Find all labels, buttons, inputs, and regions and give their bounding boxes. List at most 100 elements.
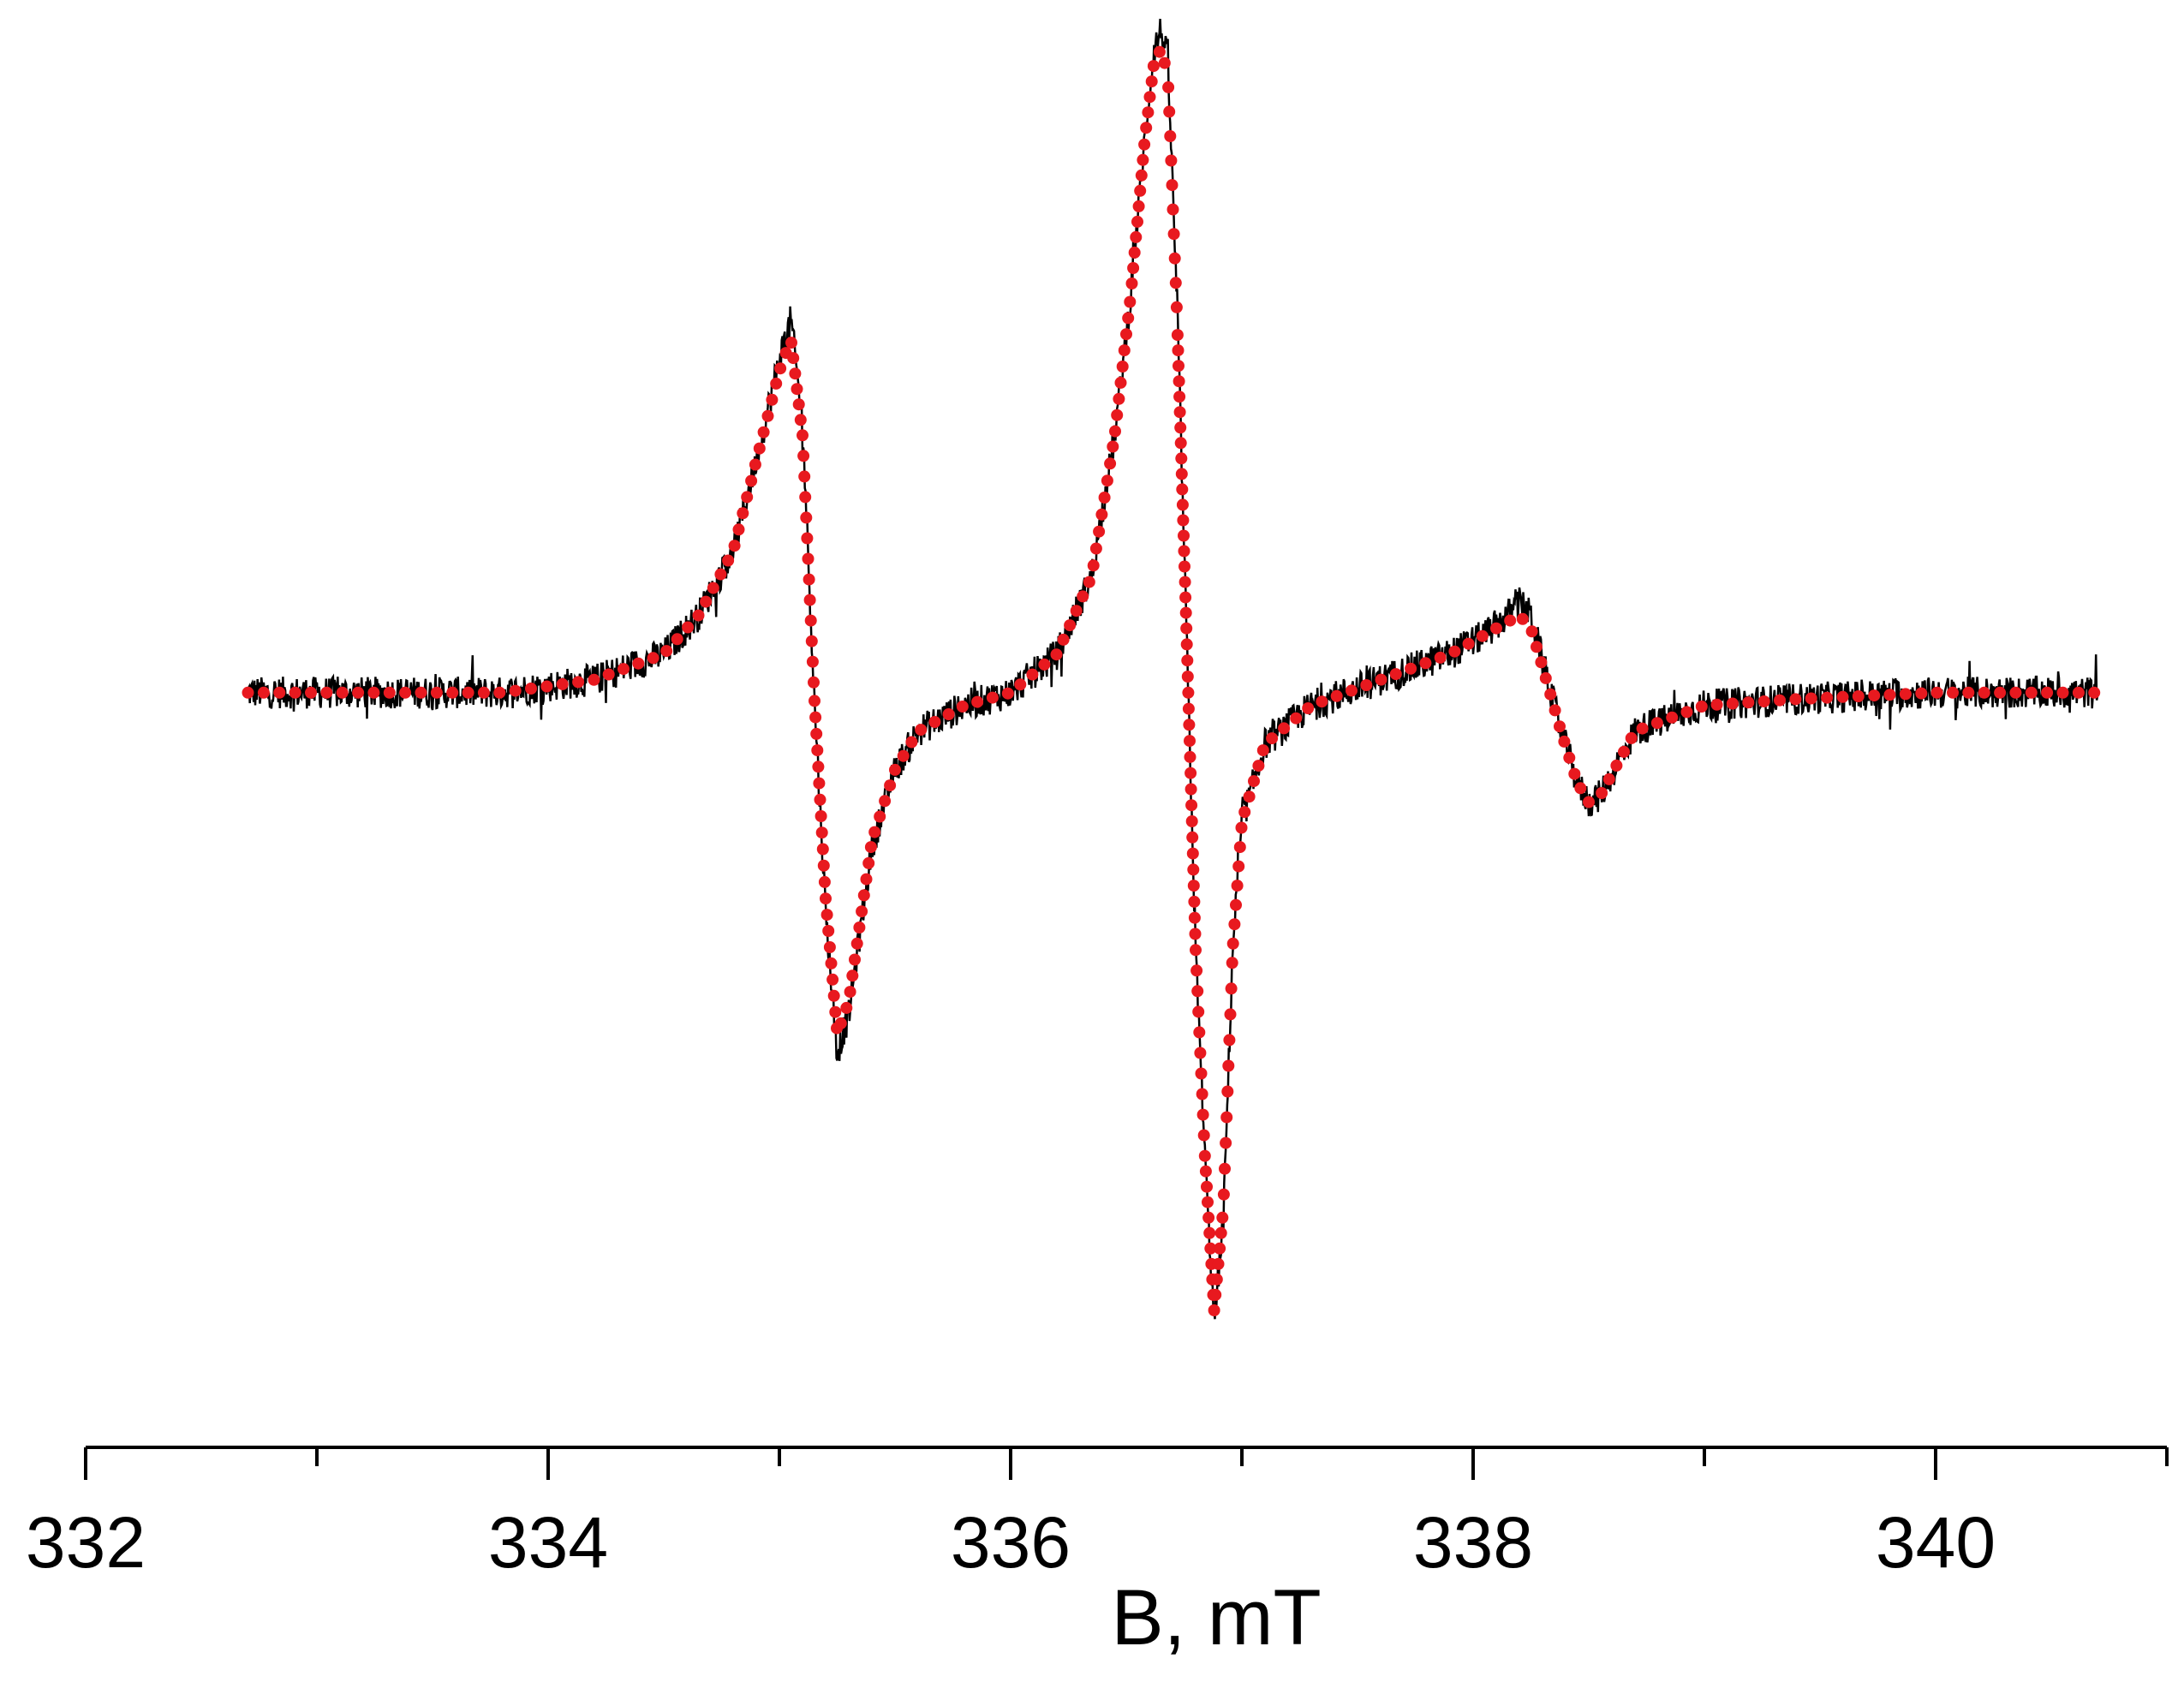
- simulation-dot: [825, 957, 838, 969]
- simulation-dot: [794, 414, 807, 426]
- simulation-dot: [540, 680, 553, 693]
- simulation-dot: [822, 925, 835, 937]
- simulation-dot: [1836, 690, 1849, 703]
- simulation-dot: [1220, 1111, 1233, 1124]
- simulation-dot: [808, 676, 820, 689]
- simulation-dot: [1226, 937, 1239, 950]
- simulation-dot: [1180, 638, 1193, 651]
- simulation-dot: [1127, 262, 1140, 274]
- simulation-dot: [1114, 376, 1127, 389]
- simulation-dot: [1163, 105, 1176, 118]
- simulation-dot: [477, 686, 490, 699]
- simulation-dot: [814, 793, 826, 806]
- simulation-dot: [884, 779, 897, 792]
- simulation-dot: [766, 393, 779, 406]
- simulation-dot: [1558, 735, 1571, 748]
- x-tick-label: 332: [26, 1502, 146, 1583]
- simulation-dot: [1290, 712, 1303, 725]
- simulation-dot: [809, 695, 820, 707]
- simulation-dot: [1476, 629, 1489, 642]
- simulation-dot: [1962, 686, 1975, 699]
- simulation-dot: [1221, 1085, 1234, 1098]
- simulation-dot: [1178, 529, 1190, 542]
- simulation-dot: [864, 841, 877, 854]
- simulation-dot: [556, 677, 569, 690]
- simulation-dot: [1179, 560, 1190, 573]
- simulation-dot: [1128, 246, 1141, 259]
- simulation-dot: [1316, 695, 1328, 708]
- simulation-dot: [1196, 1108, 1209, 1121]
- simulation-dot: [774, 362, 787, 375]
- simulation-dot: [942, 708, 955, 720]
- simulation-dot: [802, 552, 815, 565]
- simulation-dot: [1192, 1005, 1205, 1018]
- simulation-dot: [1214, 1226, 1227, 1239]
- simulation-dot: [844, 986, 856, 999]
- simulation-dot: [446, 686, 459, 699]
- simulation-dot: [816, 843, 829, 856]
- simulation-dot: [874, 810, 886, 823]
- simulation-dot: [1153, 45, 1166, 58]
- simulation-dot: [815, 826, 828, 839]
- simulation-dot: [1680, 706, 1693, 719]
- simulation-dot: [1077, 590, 1089, 603]
- simulation-dot: [1107, 440, 1119, 453]
- simulation-dot: [986, 691, 999, 704]
- simulation-dot: [862, 856, 875, 869]
- simulation-dot: [1554, 720, 1566, 733]
- simulation-dot: [1535, 656, 1548, 669]
- simulation-dot: [1178, 545, 1190, 558]
- simulation-dot: [1544, 688, 1557, 701]
- simulation-dot: [1202, 1196, 1214, 1208]
- simulation-dot: [1389, 668, 1402, 681]
- simulation-dot: [462, 686, 474, 699]
- simulation-dot: [1137, 153, 1149, 166]
- simulation-dot: [2009, 686, 2022, 699]
- simulation-dot: [811, 744, 824, 757]
- simulation-dot: [1231, 880, 1244, 892]
- simulation-dot: [1868, 689, 1881, 702]
- simulation-dot: [1187, 863, 1200, 876]
- simulation-dot: [1602, 772, 1615, 785]
- simulation-dot: [1596, 787, 1608, 799]
- simulation-dot: [2056, 686, 2069, 699]
- simulation-dot: [1174, 437, 1187, 450]
- simulation-dot: [1143, 91, 1156, 104]
- simulation-dot: [805, 635, 818, 647]
- simulation-dot: [602, 668, 615, 681]
- simulation-dot: [812, 760, 825, 773]
- simulation-dot: [682, 621, 695, 634]
- simulation-dot: [1083, 576, 1095, 588]
- simulation-dot: [1113, 392, 1125, 405]
- simulation-dot: [1695, 701, 1708, 713]
- simulation-dot: [1176, 498, 1189, 511]
- simulation-dot: [785, 337, 797, 349]
- simulation-dot: [1179, 576, 1191, 588]
- simulation-dot: [1947, 686, 1959, 699]
- simulation-dot: [868, 826, 881, 838]
- simulation-dot: [787, 352, 800, 365]
- simulation-dot: [1574, 782, 1587, 795]
- simulation-dot: [827, 989, 840, 1002]
- simulation-dot: [1184, 766, 1197, 779]
- x-tick-label: 338: [1413, 1502, 1533, 1583]
- simulation-dot: [1219, 1162, 1231, 1175]
- simulation-dot: [1179, 606, 1192, 619]
- simulation-dot: [1169, 277, 1182, 289]
- simulation-dot: [728, 540, 741, 552]
- simulation-dot: [956, 701, 969, 713]
- simulation-dot: [1147, 60, 1160, 73]
- simulation-dot: [1175, 452, 1188, 465]
- simulation-dot: [1516, 612, 1529, 625]
- simulation-dot: [1135, 169, 1148, 182]
- simulation-dot: [1636, 722, 1649, 735]
- simulation-dot: [1548, 704, 1561, 717]
- simulation-dot: [1124, 295, 1137, 308]
- simulation-dot: [1375, 673, 1387, 686]
- simulation-dot: [1064, 619, 1077, 632]
- simulation-dot: [1220, 1136, 1232, 1149]
- simulation-dot: [1170, 301, 1183, 313]
- simulation-dot: [1093, 525, 1106, 538]
- simulation-dot: [1188, 895, 1201, 908]
